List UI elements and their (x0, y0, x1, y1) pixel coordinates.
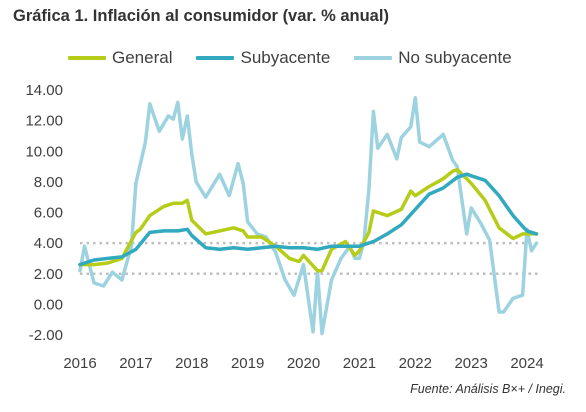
y-axis-ticks: 14.00 12.00 10.00 8.00 6.00 4.00 2.00 0.00 -2.00 (25, 82, 63, 344)
legend-swatch-general (68, 56, 106, 60)
x-tick-label: 2024 (510, 355, 543, 372)
source-note: Fuente: Análisis B×+ / Inegi. (410, 382, 566, 396)
y-tick-label: 10.00 (25, 143, 63, 160)
legend-swatch-subyacente (196, 56, 235, 60)
reference-lines (80, 241, 541, 275)
y-tick-label: 12.00 (25, 113, 63, 130)
x-tick-label: 2016 (63, 355, 96, 372)
series-line-subyacente (78, 172, 539, 267)
y-tick-label: 6.00 (34, 205, 63, 222)
legend-item-subyacente: Subyacente (196, 48, 330, 68)
x-tick-label: 2019 (231, 355, 264, 372)
y-tick-label: 14.00 (25, 82, 63, 99)
chart-legend: General Subyacente No subyacente (68, 48, 536, 68)
x-tick-label: 2023 (454, 355, 487, 372)
legend-label-general: General (112, 48, 173, 67)
legend-item-no-subyacente: No subyacente (354, 48, 512, 68)
x-tick-label: 2021 (343, 355, 376, 372)
x-axis-ticks: 2016 2017 2018 2019 2020 2021 2022 2023 2024 (63, 355, 543, 372)
legend-label-no-subyacente: No subyacente (398, 48, 512, 67)
y-tick-label: 4.00 (34, 235, 63, 252)
legend-label-subyacente: Subyacente (240, 48, 331, 67)
series-lines (78, 95, 539, 336)
y-tick-label: 0.00 (34, 296, 63, 313)
x-tick-label: 2022 (399, 355, 432, 372)
x-tick-label: 2017 (119, 355, 152, 372)
y-tick-label: 2.00 (34, 266, 63, 283)
x-tick-label: 2018 (175, 355, 208, 372)
chart-title: Gráfica 1. Inflación al consumidor (var.… (13, 7, 389, 25)
legend-swatch-no-subyacente (354, 56, 393, 60)
x-tick-label: 2020 (287, 355, 320, 372)
y-tick-label: -2.00 (29, 327, 63, 344)
legend-item-general: General (68, 48, 172, 68)
y-tick-label: 8.00 (34, 174, 63, 191)
